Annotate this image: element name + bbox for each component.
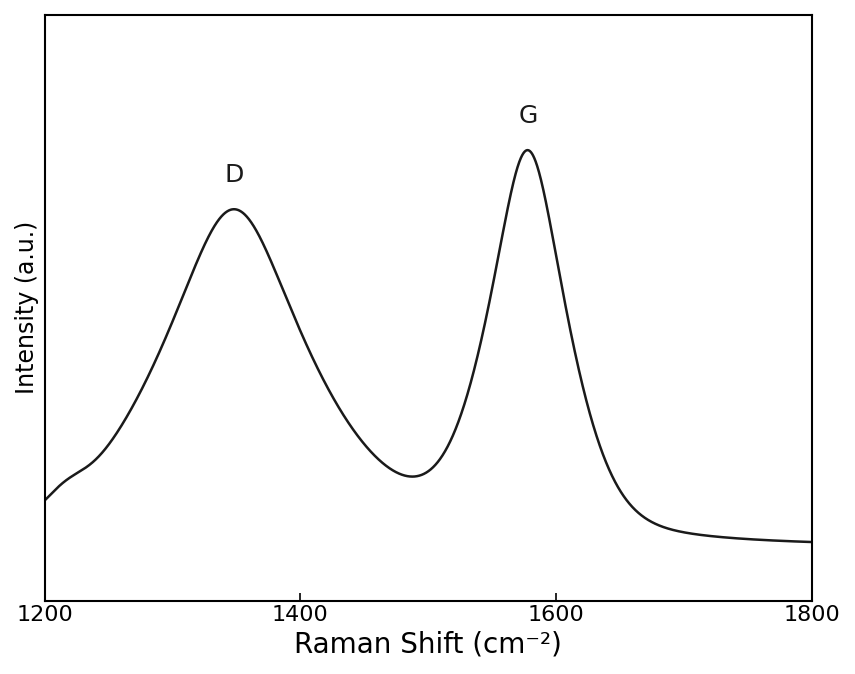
Text: G: G (518, 104, 538, 127)
Text: D: D (224, 162, 244, 187)
X-axis label: Raman Shift (cm⁻²): Raman Shift (cm⁻²) (294, 631, 562, 659)
Y-axis label: Intensity (a.u.): Intensity (a.u.) (15, 221, 39, 394)
